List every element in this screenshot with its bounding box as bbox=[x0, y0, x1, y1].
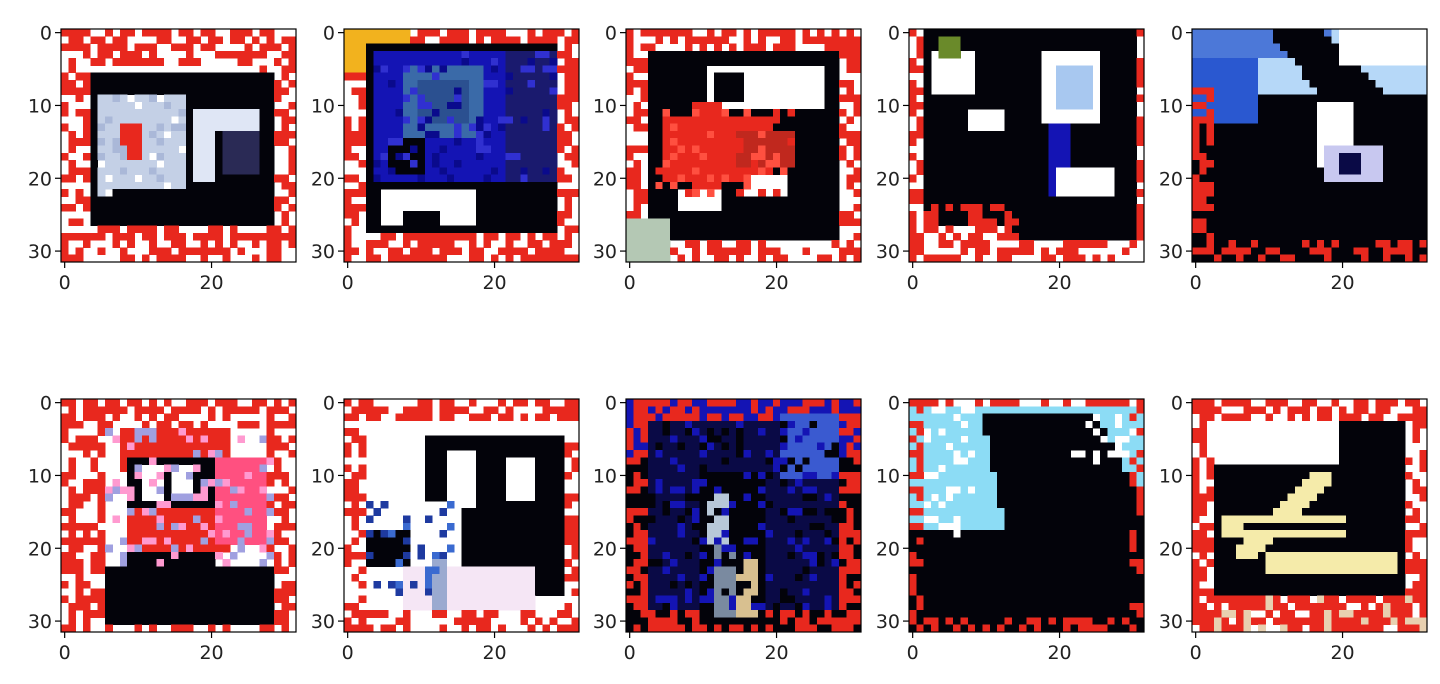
y-tick-label: 30 bbox=[876, 241, 900, 263]
x-tick-label: 0 bbox=[342, 272, 354, 294]
y-tick-label: 0 bbox=[323, 23, 335, 45]
y-tick-label: 30 bbox=[28, 241, 52, 263]
y-tick-label: 10 bbox=[28, 465, 52, 487]
y-tick-label: 30 bbox=[28, 611, 52, 633]
y-tick-label: 0 bbox=[888, 23, 900, 45]
x-tick-label: 0 bbox=[59, 272, 71, 294]
axes-frame bbox=[343, 28, 580, 263]
y-tick-label: 30 bbox=[593, 611, 617, 633]
y-tick-label: 10 bbox=[311, 465, 335, 487]
x-tick-label: 20 bbox=[482, 272, 506, 294]
y-tick-label: 30 bbox=[1159, 611, 1183, 633]
y-tick-label: 0 bbox=[40, 393, 52, 415]
y-tick-label: 20 bbox=[876, 168, 900, 190]
y-tick-label: 20 bbox=[311, 538, 335, 560]
image-panel-r0c1: 0 20 0 10 20 30 bbox=[311, 23, 580, 294]
x-tick-label: 20 bbox=[764, 272, 788, 294]
image-panel-r1c1: 0 20 0 10 20 30 bbox=[311, 393, 580, 664]
y-tick-label: 20 bbox=[1159, 168, 1183, 190]
y-tick-label: 30 bbox=[311, 611, 335, 633]
image-pixels bbox=[909, 29, 1145, 263]
x-tick-label: 0 bbox=[59, 642, 71, 664]
image-panel-r1c3: 0 20 0 10 20 30 bbox=[876, 393, 1145, 664]
x-tick-label: 0 bbox=[624, 272, 636, 294]
image-pixels bbox=[61, 399, 297, 633]
x-tick-label: 0 bbox=[342, 642, 354, 664]
x-tick-label: 20 bbox=[1330, 642, 1354, 664]
y-tick-label: 0 bbox=[605, 393, 617, 415]
image-pixels bbox=[344, 29, 580, 263]
x-tick-label: 20 bbox=[1047, 272, 1071, 294]
image-pixels bbox=[909, 399, 1145, 633]
x-tick-label: 20 bbox=[1330, 272, 1354, 294]
image-panel-r1c0: 0 20 0 10 20 30 bbox=[28, 393, 297, 664]
x-tick-label: 0 bbox=[624, 642, 636, 664]
y-tick-label: 10 bbox=[593, 465, 617, 487]
axes-frame bbox=[1191, 28, 1428, 263]
axes-frame bbox=[625, 28, 862, 263]
y-tick-label: 30 bbox=[593, 241, 617, 263]
x-tick-label: 0 bbox=[1190, 642, 1202, 664]
image-pixels bbox=[626, 399, 862, 633]
image-panel-r0c0: 0 20 0 10 20 30 bbox=[28, 23, 297, 294]
image-panel-r0c4: 0 20 0 10 20 30 bbox=[1159, 23, 1428, 294]
axes-frame bbox=[343, 398, 580, 633]
y-tick-label: 0 bbox=[1171, 393, 1183, 415]
image-panel-r1c4: 0 20 0 10 20 30 bbox=[1159, 393, 1428, 664]
x-tick-label: 20 bbox=[482, 642, 506, 664]
image-panel-r0c3: 0 20 0 10 20 30 bbox=[876, 23, 1145, 294]
image-pixels bbox=[344, 399, 580, 633]
axes-frame bbox=[908, 28, 1145, 263]
y-tick-label: 10 bbox=[28, 95, 52, 117]
y-tick-label: 0 bbox=[323, 393, 335, 415]
image-panel-r0c2: 0 20 0 10 20 30 bbox=[593, 23, 862, 294]
x-tick-label: 0 bbox=[1190, 272, 1202, 294]
x-tick-label: 20 bbox=[199, 272, 223, 294]
x-tick-label: 0 bbox=[907, 272, 919, 294]
image-pixels bbox=[1192, 29, 1428, 263]
y-tick-label: 10 bbox=[311, 95, 335, 117]
axes-frame bbox=[625, 398, 862, 633]
y-tick-label: 20 bbox=[876, 538, 900, 560]
y-tick-label: 30 bbox=[876, 611, 900, 633]
y-tick-label: 30 bbox=[311, 241, 335, 263]
y-tick-label: 10 bbox=[593, 95, 617, 117]
image-pixels bbox=[626, 29, 862, 263]
x-tick-label: 0 bbox=[907, 642, 919, 664]
y-tick-label: 0 bbox=[40, 23, 52, 45]
y-tick-label: 20 bbox=[28, 538, 52, 560]
x-tick-label: 20 bbox=[1047, 642, 1071, 664]
y-tick-label: 20 bbox=[593, 168, 617, 190]
y-tick-label: 0 bbox=[888, 393, 900, 415]
y-tick-label: 10 bbox=[1159, 465, 1183, 487]
y-tick-label: 20 bbox=[311, 168, 335, 190]
y-tick-label: 0 bbox=[1171, 23, 1183, 45]
image-pixels bbox=[1192, 399, 1428, 633]
y-tick-label: 0 bbox=[605, 23, 617, 45]
y-tick-label: 10 bbox=[876, 465, 900, 487]
y-tick-label: 20 bbox=[28, 168, 52, 190]
axes-frame bbox=[60, 398, 297, 633]
y-tick-label: 20 bbox=[1159, 538, 1183, 560]
x-tick-label: 20 bbox=[199, 642, 223, 664]
y-tick-label: 10 bbox=[876, 95, 900, 117]
axes-frame bbox=[60, 28, 297, 263]
image-pixels bbox=[61, 29, 297, 263]
y-tick-label: 20 bbox=[593, 538, 617, 560]
axes-frame bbox=[1191, 398, 1428, 633]
y-tick-label: 10 bbox=[1159, 95, 1183, 117]
image-panel-r1c2: 0 20 0 10 20 30 bbox=[593, 393, 862, 664]
axes-frame bbox=[908, 398, 1145, 633]
x-tick-label: 20 bbox=[764, 642, 788, 664]
y-tick-label: 30 bbox=[1159, 241, 1183, 263]
